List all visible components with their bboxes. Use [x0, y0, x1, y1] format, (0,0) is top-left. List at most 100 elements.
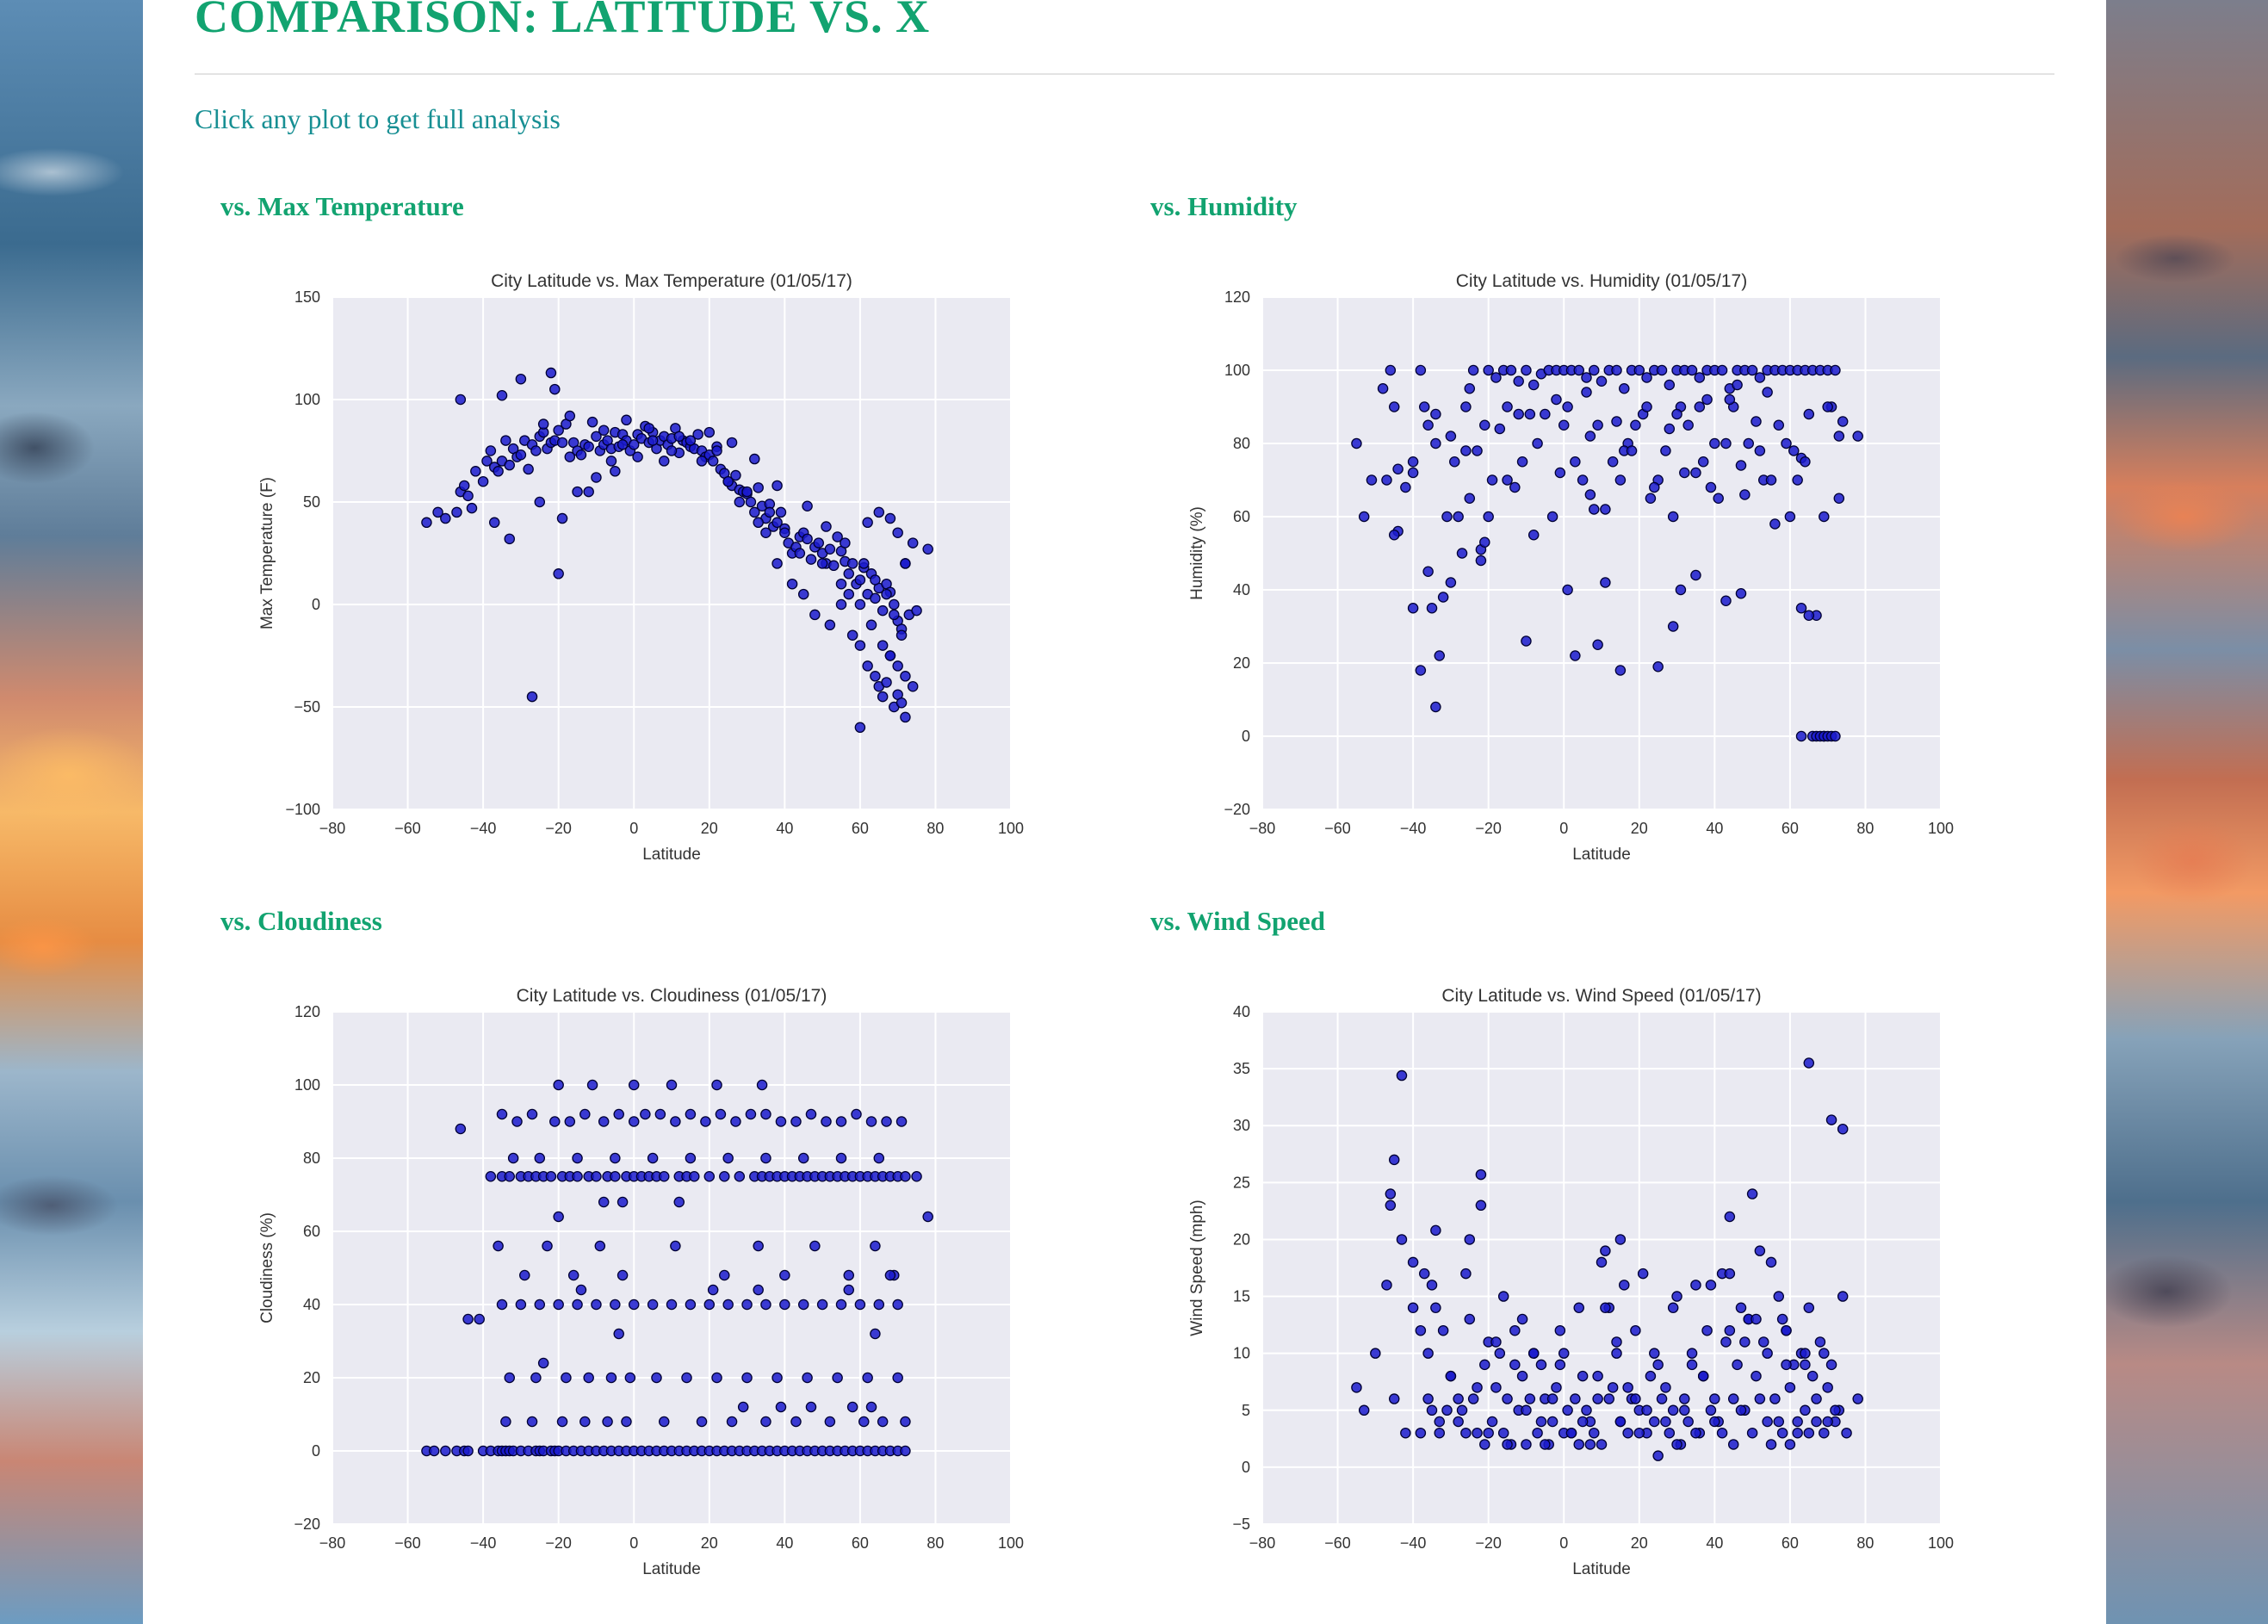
data-point	[1667, 1404, 1679, 1416]
instructions-link[interactable]: Click any plot to get full analysis	[195, 103, 561, 134]
data-point	[685, 1152, 697, 1164]
y-tick-label: −5	[1232, 1516, 1250, 1533]
data-point	[1709, 1416, 1720, 1428]
data-point	[572, 1299, 583, 1311]
data-point	[689, 1170, 700, 1182]
data-point	[873, 1152, 885, 1164]
data-point	[1852, 1393, 1863, 1404]
chart-title: City Latitude vs. Max Temperature (01/05…	[491, 271, 852, 291]
data-point	[1422, 1393, 1434, 1404]
y-tick-label: 40	[303, 1296, 320, 1313]
y-tick-label: 0	[312, 1442, 320, 1460]
x-tick-label: −40	[1400, 1534, 1427, 1552]
data-point	[1596, 375, 1608, 387]
data-point	[1614, 665, 1627, 676]
data-point	[1521, 364, 1532, 376]
scatter-points	[421, 367, 933, 734]
data-point	[561, 1372, 572, 1384]
data-point	[496, 1299, 508, 1311]
y-axis-label: Cloudiness (%)	[258, 1212, 276, 1323]
data-point	[741, 1299, 753, 1311]
data-point	[1475, 1168, 1487, 1181]
data-point	[1619, 1280, 1630, 1291]
data-point	[651, 1372, 662, 1384]
data-point	[1592, 639, 1603, 650]
data-point	[1426, 602, 1438, 614]
data-point	[809, 609, 821, 621]
data-point	[1830, 1404, 1841, 1416]
data-point	[500, 1416, 511, 1428]
data-point	[900, 1445, 911, 1457]
data-point	[685, 1299, 697, 1311]
y-tick-label: 20	[1233, 654, 1250, 672]
data-point	[1577, 474, 1589, 486]
data-point	[632, 451, 643, 462]
plot-wind-speed[interactable]: −80 −60 −40 −20 0 20 40 60 80 100 −5 0 5 10 15 20 25 30 35…	[1168, 977, 1954, 1597]
data-point	[1645, 493, 1657, 504]
data-point	[1422, 566, 1434, 577]
plot-cloudiness[interactable]: −80 −60 −40 −20 0 20 40 60 80 100 −20 0 20 40 60 80 100 1…	[238, 977, 1024, 1597]
plot-humidity[interactable]: −80 −60 −40 −20 0 20 40 60 80 100 −20 0 20 40 60 80 100 1…	[1168, 263, 1954, 883]
data-point	[1652, 660, 1664, 673]
data-point	[455, 394, 467, 406]
data-point	[519, 1269, 530, 1281]
data-point	[613, 1328, 624, 1340]
data-point	[515, 1299, 527, 1311]
data-point	[760, 1152, 771, 1164]
data-point	[1765, 474, 1777, 486]
data-point	[666, 1299, 678, 1311]
data-point	[1611, 364, 1622, 376]
data-point	[504, 533, 516, 545]
data-point	[1497, 1291, 1509, 1302]
data-point	[1581, 372, 1592, 383]
x-tick-label: 60	[852, 820, 869, 837]
data-point	[1426, 1280, 1438, 1291]
data-point	[1551, 394, 1562, 406]
data-point	[647, 1152, 659, 1164]
data-point	[1630, 1324, 1641, 1336]
data-point	[1652, 1450, 1664, 1461]
plot-area	[332, 1012, 1011, 1524]
data-point	[734, 496, 746, 508]
data-point	[1622, 1382, 1633, 1393]
data-point	[790, 1416, 802, 1428]
x-tick-label: 0	[629, 820, 638, 837]
data-point	[1720, 1336, 1732, 1348]
x-tick-label: −60	[394, 1534, 421, 1552]
x-tick-label: 80	[926, 1534, 944, 1552]
data-point	[719, 1170, 730, 1182]
data-point	[1607, 1382, 1619, 1393]
data-point	[1472, 1427, 1483, 1439]
data-point	[1679, 467, 1690, 479]
data-point	[685, 435, 697, 446]
data-point	[1781, 437, 1792, 449]
data-point	[1746, 1188, 1758, 1199]
data-point	[1694, 401, 1706, 412]
data-point	[598, 1116, 610, 1127]
data-point	[843, 568, 855, 580]
data-point	[1464, 493, 1476, 504]
data-point	[1400, 481, 1411, 493]
data-point	[1819, 511, 1830, 523]
data-point	[1577, 1416, 1589, 1428]
data-point	[1546, 1416, 1558, 1428]
data-point	[1460, 1427, 1472, 1439]
data-point	[1637, 1268, 1649, 1280]
data-point	[670, 1240, 681, 1252]
data-point	[1502, 401, 1513, 412]
x-tick-label: 80	[1856, 820, 1874, 837]
plot-max-temperature[interactable]: −80 −60 −40 −20 0 20 40 60 80 100 −100 −50 0 50 100 150…	[238, 263, 1024, 883]
data-point	[515, 373, 527, 385]
sky-background-right	[2106, 0, 2268, 1624]
data-point	[797, 1152, 809, 1164]
data-point	[1641, 1404, 1652, 1416]
data-point	[673, 1196, 685, 1208]
data-point	[440, 1445, 451, 1457]
data-point	[556, 512, 568, 524]
data-point	[1732, 379, 1743, 391]
data-point	[877, 691, 889, 703]
data-point	[1370, 1348, 1381, 1359]
data-point	[1381, 1280, 1392, 1291]
data-point	[1822, 1382, 1833, 1393]
data-point	[474, 1313, 485, 1325]
